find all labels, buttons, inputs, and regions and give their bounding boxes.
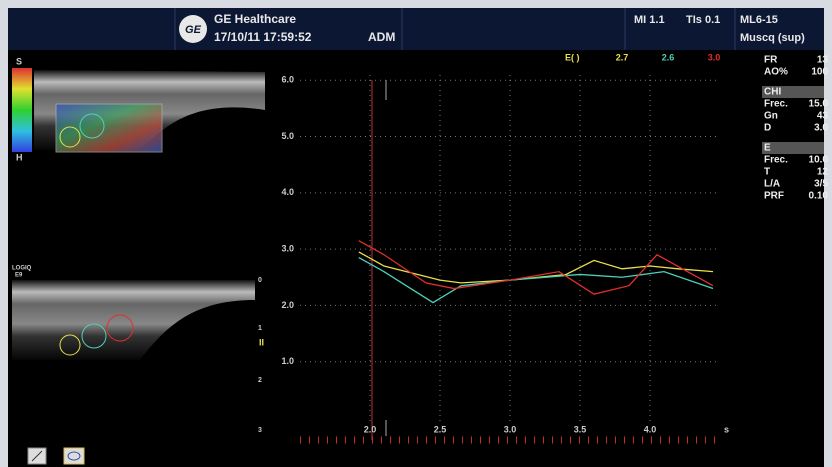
x-tick-label: 4.0 bbox=[644, 424, 657, 434]
logo-text: GE bbox=[185, 24, 202, 36]
x-unit: s bbox=[724, 424, 729, 434]
image-label: S bbox=[16, 56, 22, 66]
operator: ADM bbox=[368, 30, 395, 44]
legend-entry: 2.6 bbox=[662, 52, 675, 62]
param-value: 15.0 bbox=[809, 99, 829, 110]
param-label: L/A bbox=[764, 179, 780, 190]
param-value: 43 bbox=[817, 111, 829, 122]
tool-icon[interactable] bbox=[64, 448, 84, 464]
x-tick-label: 3.5 bbox=[574, 424, 587, 434]
param-value: 10.0 bbox=[809, 155, 829, 166]
param-label: D bbox=[764, 123, 771, 134]
preset: Muscq (sup) bbox=[740, 32, 805, 44]
y-tick-label: 4.0 bbox=[281, 187, 294, 197]
param-label: T bbox=[764, 167, 770, 178]
y-tick-label: 1.0 bbox=[281, 356, 294, 366]
param-value: 13 bbox=[817, 55, 829, 66]
y-tick-label: 3.0 bbox=[281, 244, 294, 254]
param-label: Frec. bbox=[764, 155, 788, 166]
color-bar bbox=[12, 68, 32, 152]
param-value: 12 bbox=[817, 167, 829, 178]
legend-entry: 3.0 bbox=[708, 52, 721, 62]
y-tick-label: 5.0 bbox=[281, 131, 294, 141]
focus-marker: II bbox=[259, 337, 264, 347]
depth-label: 1 bbox=[258, 325, 262, 332]
param-value: 0.10 bbox=[809, 191, 829, 202]
x-tick-label: 2.5 bbox=[434, 424, 447, 434]
screen: GE GE Healthcare 17/10/11 17:59:52 ADM M… bbox=[0, 0, 832, 467]
param-label: FR bbox=[764, 55, 778, 66]
legend-title: E( ) bbox=[565, 52, 580, 62]
depth-label: 2 bbox=[258, 377, 262, 384]
section-header-bg bbox=[762, 142, 824, 154]
depth-label: 0 bbox=[258, 277, 262, 284]
param-label: Frec. bbox=[764, 99, 788, 110]
probe: ML6-15 bbox=[740, 14, 778, 26]
param-value: 100 bbox=[811, 67, 828, 78]
datetime: 17/10/11 17:59:52 bbox=[214, 30, 312, 44]
param-label: Gn bbox=[764, 111, 778, 122]
param-value: 3/5 bbox=[814, 179, 828, 190]
section-header: E bbox=[764, 143, 771, 154]
x-tick-label: 3.0 bbox=[504, 424, 517, 434]
param-label: AO% bbox=[764, 67, 788, 78]
legend-entry: 2.7 bbox=[616, 52, 629, 62]
param-label: PRF bbox=[764, 191, 784, 202]
elasto-roi bbox=[56, 104, 162, 152]
image-label: H bbox=[16, 152, 23, 162]
system-label: E9 bbox=[15, 273, 23, 279]
y-tick-label: 2.0 bbox=[281, 300, 294, 310]
tis: TIs 0.1 bbox=[686, 14, 720, 26]
brand: GE Healthcare bbox=[214, 12, 296, 26]
system-label: LOGIQ bbox=[12, 266, 32, 272]
section-header: CHI bbox=[764, 87, 781, 98]
depth-label: 3 bbox=[258, 427, 262, 434]
mi: MI 1.1 bbox=[634, 14, 665, 26]
param-value: 3.0 bbox=[814, 123, 828, 134]
x-tick-label: 2.0 bbox=[364, 424, 377, 434]
y-tick-label: 6.0 bbox=[281, 75, 294, 85]
